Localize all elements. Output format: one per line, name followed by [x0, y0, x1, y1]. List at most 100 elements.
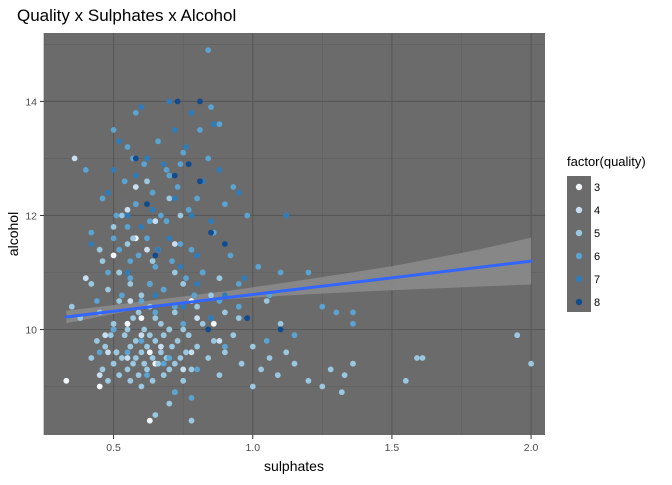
- data-point-quality-5: [68, 303, 75, 310]
- data-point-quality-4: [194, 315, 201, 321]
- data-point-quality-5: [277, 320, 284, 327]
- data-point-quality-7: [138, 104, 145, 110]
- data-point-quality-5: [144, 178, 150, 185]
- data-point-quality-5: [230, 332, 237, 339]
- data-point-quality-4: [96, 372, 103, 378]
- data-point-quality-5: [149, 355, 156, 361]
- legend-swatch-quality-8: [575, 298, 583, 306]
- data-point-quality-6: [188, 395, 195, 401]
- legend-title: factor(quality): [567, 154, 646, 169]
- data-point-quality-7: [194, 252, 201, 259]
- data-points: [63, 47, 534, 424]
- data-point-quality-6: [255, 263, 262, 270]
- data-point-quality-6: [141, 161, 148, 168]
- trend-line: [64, 259, 533, 319]
- data-point-quality-7: [241, 275, 248, 282]
- data-point-quality-6: [152, 263, 159, 270]
- data-point-quality-5: [124, 366, 131, 373]
- data-point-quality-7: [152, 292, 159, 299]
- data-point-quality-6: [227, 252, 234, 259]
- data-point-quality-5: [124, 241, 131, 247]
- data-point-quality-5: [130, 360, 137, 367]
- data-point-quality-5: [152, 315, 159, 321]
- data-point-quality-6: [177, 161, 184, 168]
- data-point-quality-4: [171, 241, 178, 247]
- data-point-quality-6: [222, 343, 228, 350]
- data-point-quality-7: [208, 315, 214, 321]
- data-point-quality-5: [105, 286, 111, 293]
- data-point-quality-6: [99, 195, 106, 202]
- data-point-quality-5: [130, 235, 137, 242]
- x-axis-title: sulphates: [264, 458, 324, 474]
- data-point-quality-6: [263, 338, 270, 344]
- data-point-quality-5: [88, 281, 95, 287]
- data-point-quality-6: [146, 281, 153, 287]
- data-point-quality-5: [121, 332, 128, 339]
- data-point-quality-5: [116, 298, 123, 304]
- data-point-quality-5: [171, 309, 178, 316]
- data-point-quality-6: [171, 389, 178, 396]
- data-point-quality-5: [514, 332, 521, 339]
- data-point-quality-8: [197, 178, 203, 185]
- data-point-quality-6: [155, 138, 162, 145]
- major-gridlines: [44, 33, 545, 435]
- data-point-quality-5: [113, 349, 120, 356]
- y-tick-label: 14: [25, 96, 37, 108]
- data-point-quality-5: [110, 224, 117, 230]
- data-point-quality-6: [208, 104, 214, 110]
- legend: factor(quality) 3 4 5 6 7 8: [567, 154, 646, 312]
- data-point-quality-6: [132, 201, 139, 208]
- data-point-quality-4: [124, 355, 131, 361]
- data-point-quality-5: [132, 355, 139, 361]
- data-point-quality-5: [166, 195, 173, 202]
- data-point-quality-6: [158, 212, 164, 219]
- data-point-quality-8: [152, 252, 159, 259]
- data-point-quality-5: [110, 360, 117, 367]
- data-point-quality-4: [105, 349, 111, 356]
- data-point-quality-3: [124, 320, 131, 327]
- data-point-quality-5: [171, 360, 178, 367]
- data-point-quality-4: [127, 298, 134, 304]
- data-point-quality-6: [121, 178, 128, 185]
- data-point-quality-5: [338, 389, 345, 396]
- data-point-quality-5: [124, 326, 131, 333]
- data-point-quality-6: [82, 167, 89, 173]
- data-point-quality-5: [194, 303, 201, 310]
- data-point-quality-4: [188, 349, 195, 356]
- data-point-quality-6: [88, 229, 95, 236]
- legend-label: 3: [594, 182, 600, 194]
- data-point-quality-6: [124, 349, 131, 356]
- data-point-quality-5: [177, 212, 184, 219]
- data-point-quality-7: [180, 303, 187, 310]
- data-point-quality-4: [132, 184, 139, 190]
- data-point-quality-8: [244, 315, 251, 321]
- data-point-quality-7: [110, 167, 117, 173]
- data-point-quality-5: [166, 400, 173, 407]
- data-point-quality-6: [96, 349, 103, 356]
- data-point-quality-5: [194, 343, 201, 350]
- data-point-quality-7: [208, 218, 214, 225]
- data-point-quality-6: [216, 121, 223, 128]
- data-point-quality-5: [199, 320, 206, 327]
- data-point-quality-5: [283, 349, 290, 356]
- data-point-quality-7: [235, 189, 242, 196]
- data-point-quality-5: [119, 355, 125, 361]
- legend-label: 7: [594, 274, 600, 286]
- data-point-quality-6: [235, 281, 242, 287]
- data-point-quality-5: [127, 377, 134, 384]
- data-point-quality-7: [188, 212, 195, 219]
- data-point-quality-5: [152, 338, 159, 344]
- data-point-quality-6: [180, 149, 187, 156]
- data-point-quality-6: [144, 235, 150, 242]
- data-point-quality-5: [135, 372, 142, 378]
- x-tick-label: 1.0: [245, 442, 260, 454]
- chart-title: Quality x Sulphates x Alcohol: [17, 6, 236, 25]
- data-point-quality-6: [333, 309, 340, 316]
- data-point-quality-8: [174, 98, 181, 105]
- data-point-quality-6: [188, 246, 195, 253]
- data-point-quality-4: [216, 338, 223, 344]
- data-point-quality-5: [166, 366, 173, 373]
- data-point-quality-5: [327, 366, 334, 373]
